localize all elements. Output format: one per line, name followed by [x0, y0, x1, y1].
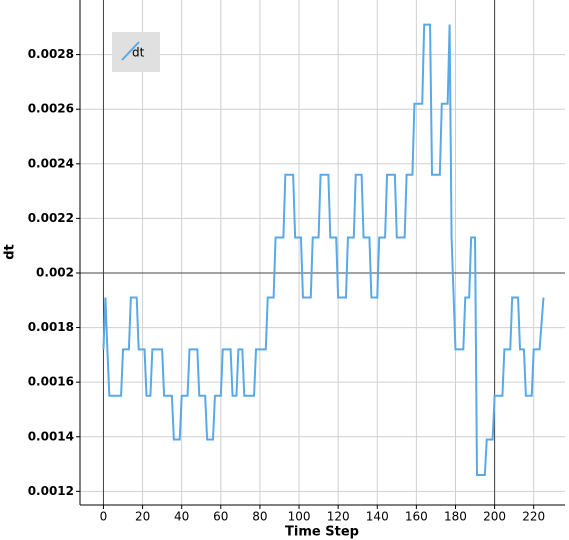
y-tick-label: 0.0012: [28, 484, 74, 498]
x-tick-label: 60: [213, 510, 228, 524]
data-line: [102, 23, 545, 476]
x-tick-label: 140: [366, 510, 389, 524]
y-axis-label: dt: [3, 244, 18, 260]
y-tick-label: 0.0024: [28, 156, 74, 170]
x-tick-label: 180: [444, 510, 467, 524]
x-tick-label: 100: [288, 510, 311, 524]
y-tick-label: 0.0014: [28, 429, 74, 443]
x-tick-label: 40: [174, 510, 189, 524]
y-tick-label: 0.0016: [28, 375, 74, 389]
y-tick-label: 0.0022: [28, 211, 74, 225]
x-tick-label: 120: [327, 510, 350, 524]
x-axis-label: Time Step: [285, 525, 359, 540]
y-tick-label: 0.0028: [28, 47, 74, 61]
x-tick-label: 80: [252, 510, 267, 524]
legend-box: [112, 32, 160, 72]
y-tick-label: 0.0018: [28, 320, 74, 334]
x-tick-label: 200: [483, 510, 506, 524]
x-tick-label: 160: [405, 510, 428, 524]
y-tick-label: 0.0026: [28, 102, 74, 116]
legend-label: dt: [132, 46, 145, 60]
legend-swatch: [121, 41, 140, 61]
y-tick-label: 0.002: [36, 265, 74, 279]
x-tick-label: 220: [522, 510, 545, 524]
x-tick-label: 20: [135, 510, 150, 524]
x-tick-label: 0: [100, 510, 108, 524]
